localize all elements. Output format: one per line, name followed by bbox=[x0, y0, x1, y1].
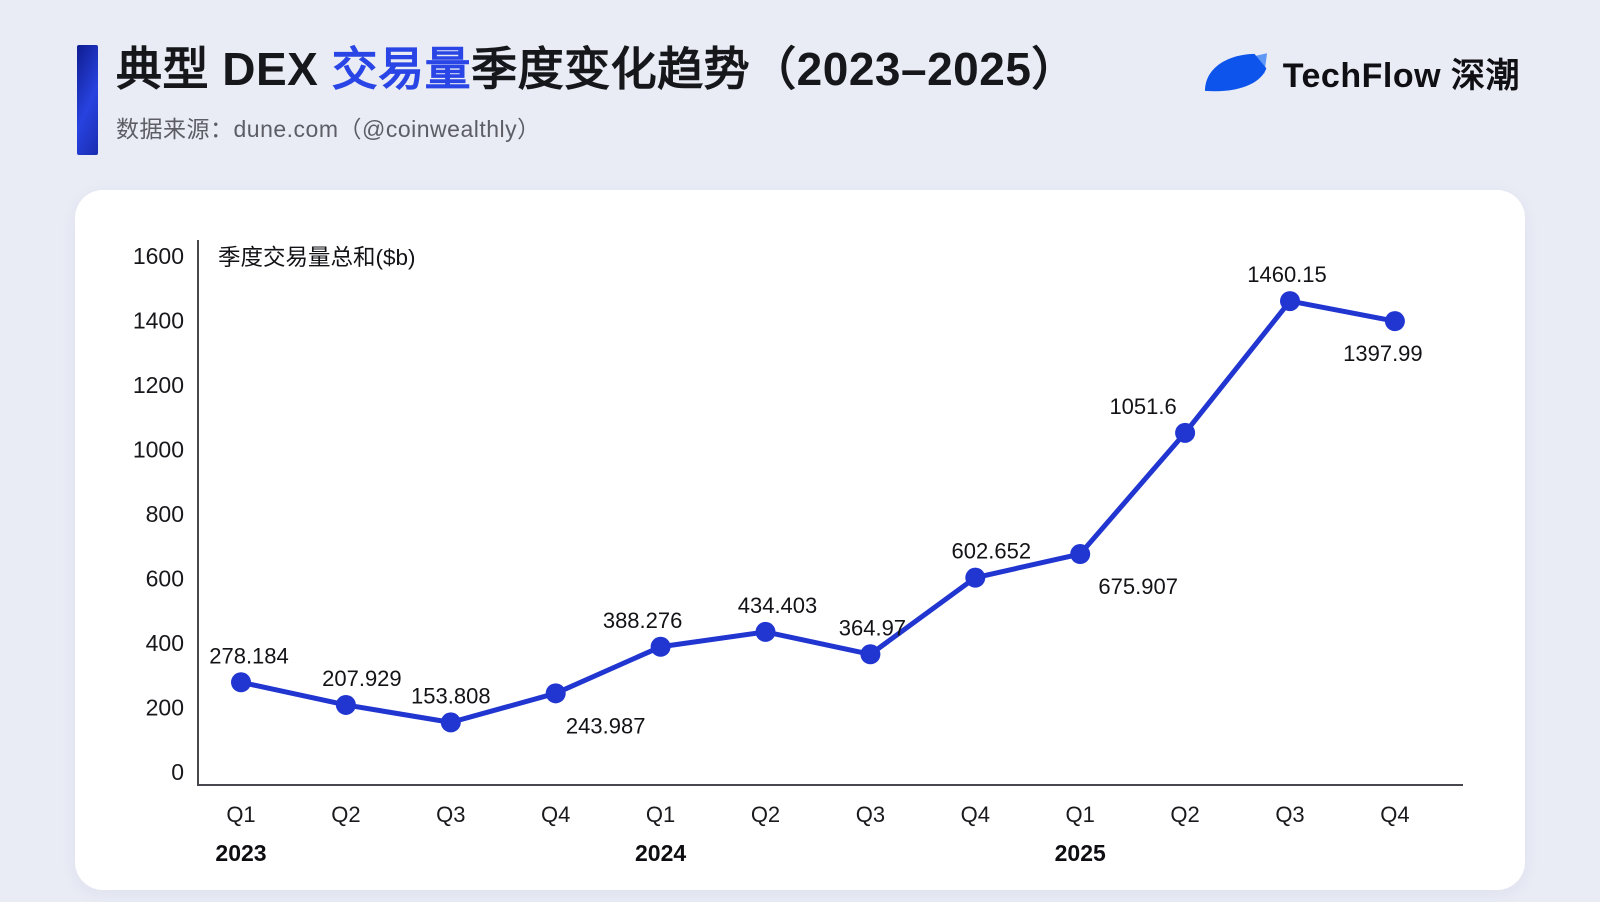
data-point-label: 675.907 bbox=[1098, 574, 1178, 599]
x-tick-label: Q3 bbox=[1275, 802, 1304, 827]
y-tick-label: 0 bbox=[171, 759, 184, 785]
x-tick-label: Q1 bbox=[646, 802, 675, 827]
chart-axes bbox=[197, 240, 1463, 786]
x-tick-label: Q4 bbox=[541, 802, 570, 827]
line-chart: 0 200 400 600 800 1000 1200 1400 1600 季度交易量总和($b)… bbox=[133, 240, 1463, 866]
data-point-label: 153.808 bbox=[411, 683, 491, 708]
x-tick-label: Q1 bbox=[1066, 802, 1095, 827]
y-tick-label: 400 bbox=[146, 630, 184, 656]
data-point-label: 1460.15 bbox=[1247, 262, 1327, 287]
data-point bbox=[545, 683, 566, 704]
data-point bbox=[231, 672, 251, 693]
y-axis-title: 季度交易量总和($b) bbox=[218, 245, 416, 270]
data-point bbox=[440, 712, 461, 733]
y-tick-label: 1400 bbox=[133, 308, 184, 334]
year-label: 2024 bbox=[635, 840, 686, 866]
y-tick-label: 600 bbox=[146, 566, 184, 592]
title-highlight: 交易量 bbox=[331, 43, 472, 95]
data-point-label: 278.184 bbox=[209, 643, 289, 668]
data-point bbox=[650, 636, 671, 657]
x-tick-label: Q3 bbox=[436, 802, 465, 827]
data-point bbox=[965, 567, 986, 588]
year-label: 2023 bbox=[215, 840, 266, 866]
title-pre: 典型 DEX bbox=[116, 43, 332, 95]
header-titles: 典型 DEX 交易量季度变化趋势（2023–2025） 数据来源：dune.co… bbox=[116, 38, 1078, 144]
data-source: 数据来源：dune.com（@coinwealthly） bbox=[116, 116, 541, 143]
logo-text: TechFlow 深潮 bbox=[1282, 57, 1520, 95]
data-point bbox=[1384, 311, 1405, 332]
trend-line bbox=[238, 298, 1398, 725]
x-tick-label: Q3 bbox=[856, 802, 885, 827]
page-title: 典型 DEX 交易量季度变化趋势（2023–2025） bbox=[116, 38, 1078, 100]
data-point bbox=[1070, 544, 1091, 565]
y-tick-label: 200 bbox=[146, 695, 184, 721]
techflow-logo: TechFlow 深潮 bbox=[1203, 48, 1520, 97]
x-tick-label: Q2 bbox=[1170, 802, 1199, 827]
data-point-label: 364.97 bbox=[839, 615, 906, 640]
x-tick-label: Q1 bbox=[226, 802, 255, 827]
data-point-label: 434.403 bbox=[738, 593, 818, 618]
data-point bbox=[1280, 291, 1300, 312]
data-point-label: 388.276 bbox=[603, 608, 683, 633]
year-label: 2025 bbox=[1055, 840, 1106, 866]
y-tick-label: 1200 bbox=[133, 372, 184, 398]
y-tick-label: 1600 bbox=[133, 243, 184, 269]
y-tick-label: 1000 bbox=[133, 437, 184, 463]
data-point-label: 1397.99 bbox=[1343, 341, 1423, 366]
data-point bbox=[335, 694, 356, 715]
chart-card: 0 200 400 600 800 1000 1200 1400 1600 季度交易量总和($b)… bbox=[75, 190, 1525, 890]
data-point-label: 207.929 bbox=[322, 666, 402, 691]
x-tick-label: Q2 bbox=[751, 802, 780, 827]
x-tick-label: Q4 bbox=[961, 802, 990, 827]
x-tick-label: Q4 bbox=[1380, 802, 1409, 827]
title-post: 季度变化趋势（2023–2025） bbox=[471, 43, 1078, 95]
title-accent-bar bbox=[77, 45, 98, 155]
leaf-icon bbox=[1204, 52, 1267, 91]
y-tick-label: 800 bbox=[146, 501, 184, 527]
data-point-label: 602.652 bbox=[952, 539, 1032, 564]
data-point bbox=[1175, 422, 1196, 443]
x-tick-label: Q2 bbox=[331, 802, 360, 827]
data-point-label: 1051.6 bbox=[1109, 394, 1176, 419]
data-point bbox=[755, 621, 776, 642]
data-point bbox=[860, 644, 881, 665]
data-point-label: 243.987 bbox=[566, 713, 646, 738]
